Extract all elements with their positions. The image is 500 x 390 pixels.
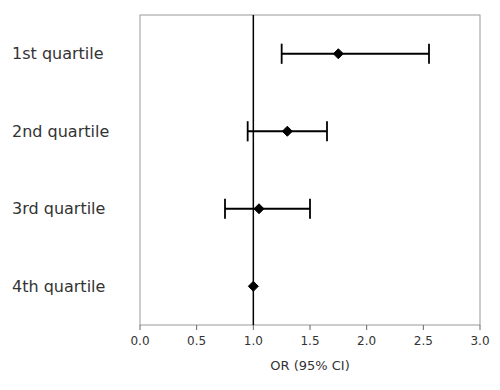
x-tick [423,325,424,330]
ci-cap [281,44,283,64]
x-tick [140,325,141,330]
x-tick [253,325,254,330]
point-estimate [254,204,264,214]
x-tick-label: 2.0 [357,334,376,348]
ci-cap [309,199,311,219]
x-tick [366,325,367,330]
ci-cap [247,121,249,141]
marks [225,15,429,325]
x-tick-label: 1.0 [244,334,263,348]
ci-cap [224,199,226,219]
x-tick [310,325,311,330]
point-estimate [333,49,343,59]
x-axis: 0.0 0.5 1.0 1.5 2.0 2.5 3.0 [130,325,489,348]
ci-line [282,53,429,55]
category-label: 3rd quartile [12,199,105,218]
ci-cap [428,44,430,64]
x-tick [480,325,481,330]
x-tick-label: 1.5 [300,334,319,348]
x-axis-label: OR (95% CI) [270,358,349,373]
category-label: 1st quartile [12,44,104,63]
x-tick-label: 0.5 [187,334,206,348]
category-label: 2nd quartile [12,122,109,141]
x-tick-label: 2.5 [414,334,433,348]
ci-line [225,208,310,210]
point-estimate [282,126,292,136]
x-tick-label: 0.0 [130,334,149,348]
reference-line [253,15,255,325]
ci-cap [326,121,328,141]
x-tick-label: 3.0 [470,334,489,348]
plot-frame [140,15,480,325]
category-label: 4th quartile [12,277,105,296]
y-axis: 1st quartile 2nd quartile 3rd quartile 4th … [12,44,109,296]
point-estimate [248,281,258,291]
chart: 0.0 0.5 1.0 1.5 2.0 2.5 3.0 OR (95% CI) 1st quar… [0,0,500,390]
x-tick [196,325,197,330]
